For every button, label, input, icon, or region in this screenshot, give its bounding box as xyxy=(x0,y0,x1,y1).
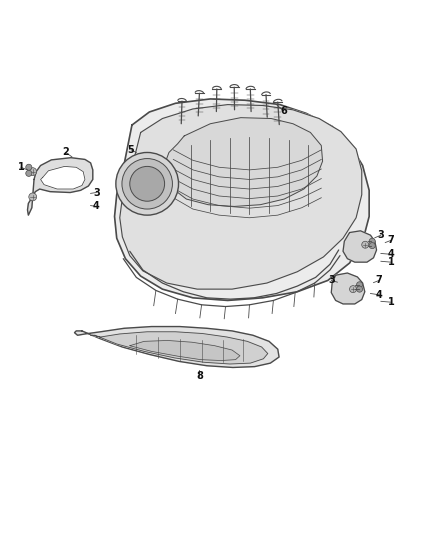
Polygon shape xyxy=(120,104,362,289)
Polygon shape xyxy=(41,166,85,189)
Text: 4: 4 xyxy=(93,201,99,212)
Circle shape xyxy=(369,243,375,249)
Circle shape xyxy=(116,152,179,215)
Text: 1: 1 xyxy=(388,257,394,267)
Text: 4: 4 xyxy=(388,249,394,260)
Circle shape xyxy=(357,286,363,292)
Text: 3: 3 xyxy=(328,276,335,286)
Circle shape xyxy=(26,164,32,171)
Text: 1: 1 xyxy=(18,162,25,172)
Text: 1: 1 xyxy=(388,297,394,307)
Text: 8: 8 xyxy=(196,371,203,381)
Circle shape xyxy=(362,241,369,248)
Polygon shape xyxy=(74,327,279,367)
Text: 3: 3 xyxy=(378,230,384,240)
Circle shape xyxy=(357,282,363,288)
Circle shape xyxy=(350,286,357,293)
Circle shape xyxy=(29,193,37,201)
Circle shape xyxy=(26,171,32,176)
Text: 2: 2 xyxy=(63,148,69,157)
Polygon shape xyxy=(130,341,240,360)
Circle shape xyxy=(122,158,173,209)
Text: 6: 6 xyxy=(280,106,287,116)
Circle shape xyxy=(29,168,37,175)
Polygon shape xyxy=(28,158,93,215)
Polygon shape xyxy=(343,231,377,262)
Polygon shape xyxy=(331,273,365,304)
Text: 7: 7 xyxy=(376,276,382,286)
Circle shape xyxy=(369,238,375,244)
Polygon shape xyxy=(91,332,268,364)
Text: 3: 3 xyxy=(93,188,99,198)
Text: 7: 7 xyxy=(388,236,394,245)
Text: 5: 5 xyxy=(128,145,134,155)
Circle shape xyxy=(130,166,165,201)
Polygon shape xyxy=(115,99,369,301)
Text: 4: 4 xyxy=(376,290,382,300)
Polygon shape xyxy=(165,118,322,206)
